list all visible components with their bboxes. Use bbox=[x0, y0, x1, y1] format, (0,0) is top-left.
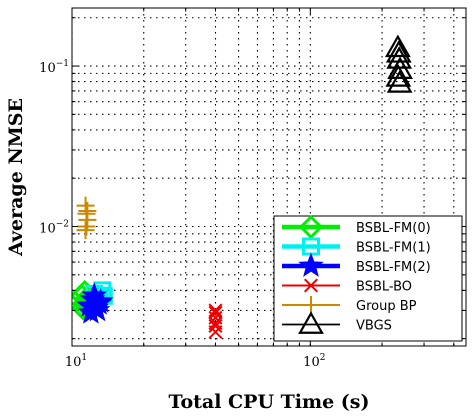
data-point bbox=[208, 325, 223, 340]
legend-item: BSBL-FM(1) bbox=[282, 237, 431, 256]
legend-item: BSBL-FM(2) bbox=[282, 252, 431, 277]
y-axis-title: Average NMSE bbox=[5, 98, 27, 257]
data-point bbox=[78, 201, 97, 220]
legend-label: BSBL-FM(1) bbox=[356, 241, 431, 256]
x-tick-label: 101 bbox=[65, 353, 87, 370]
data-point bbox=[386, 70, 413, 93]
y-tick-label: 10−1 bbox=[39, 59, 69, 76]
legend-box bbox=[273, 215, 463, 342]
data-point bbox=[387, 56, 413, 79]
legend-label: Group BP bbox=[356, 299, 417, 314]
tick-labels: 101 102 10−2 10−1 bbox=[39, 59, 325, 370]
legend-marker bbox=[298, 311, 324, 334]
legend-label: BSBL-FM(0) bbox=[356, 221, 431, 236]
series-vbgs bbox=[384, 34, 413, 93]
data-point bbox=[385, 64, 412, 87]
series-group-bp bbox=[76, 196, 97, 240]
x-tick-label: 102 bbox=[303, 353, 325, 370]
legend-label: VBGS bbox=[356, 319, 392, 334]
legend-marker bbox=[298, 252, 324, 277]
data-point bbox=[76, 221, 95, 240]
legend-marker bbox=[303, 278, 319, 293]
data-point bbox=[87, 288, 114, 313]
x-axis-title: Total CPU Time (s) bbox=[169, 391, 370, 413]
data-point bbox=[384, 34, 411, 58]
axis-ticks bbox=[71, 8, 466, 346]
legend-item: BSBL-BO bbox=[282, 278, 412, 295]
legend-item: VBGS bbox=[282, 311, 392, 334]
data-point bbox=[208, 318, 223, 333]
data-point bbox=[385, 40, 412, 63]
legend-label: BSBL-FM(2) bbox=[356, 260, 431, 275]
y-tick-label: 10−2 bbox=[39, 220, 69, 237]
series-bsbl-bo bbox=[208, 303, 223, 340]
grid-lines bbox=[72, 8, 466, 346]
legend-marker bbox=[298, 214, 324, 240]
legend: BSBL-FM(0) BSBL-FM(1) BSBL-FM(2) BSBL-BO Gro… bbox=[273, 214, 463, 342]
legend-item: BSBL-FM(0) bbox=[282, 214, 431, 240]
legend-marker bbox=[302, 296, 320, 314]
series-bsbl-fm-2- bbox=[76, 282, 114, 324]
legend-label: BSBL-BO bbox=[356, 280, 412, 295]
data-point bbox=[208, 305, 223, 320]
legend-item: Group BP bbox=[282, 296, 417, 314]
plot-frame bbox=[71, 7, 467, 347]
data-points bbox=[72, 34, 413, 340]
